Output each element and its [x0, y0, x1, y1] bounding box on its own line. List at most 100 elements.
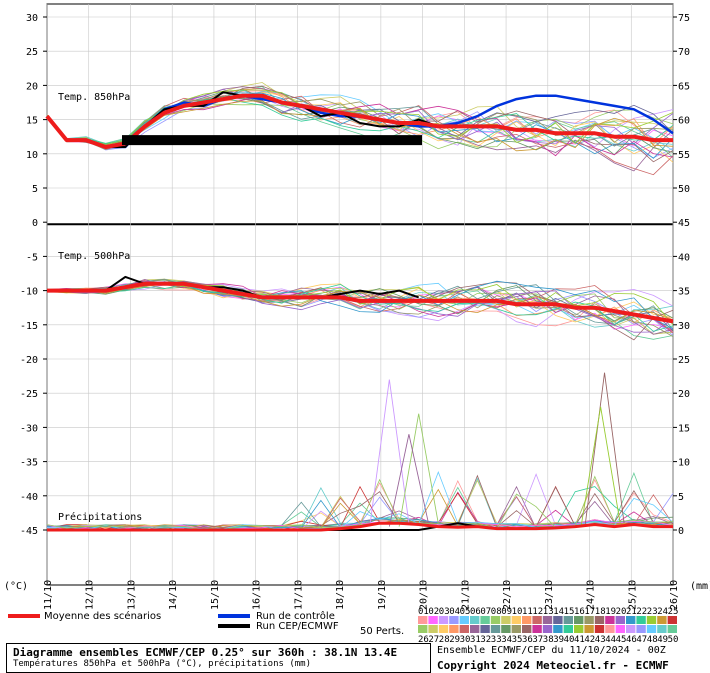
axis-ticks [43, 16, 677, 531]
left-tick-label: 5 [32, 184, 38, 195]
pert-number-bottom: 46 [626, 635, 637, 645]
date-tick-label: 16/10 [252, 580, 263, 610]
pert-number-top: 01 [418, 607, 429, 617]
left-tick-label: -10 [20, 287, 38, 298]
pert-swatch-top [667, 616, 677, 624]
pert-swatch-top [553, 616, 563, 624]
pert-swatch-bottom [428, 625, 438, 633]
pert-swatch-top [574, 616, 584, 624]
pert-number-top: 21 [626, 607, 637, 617]
legend-control-label: Run de contrôle [256, 610, 335, 622]
pert-number-top: 15 [564, 607, 575, 617]
pert-swatch-bottom [574, 625, 584, 633]
pert-swatch-top [563, 616, 573, 624]
chart-title: Diagramme ensembles ECMWF/CEP 0.25° sur … [13, 646, 398, 659]
pert-swatch-top [626, 616, 636, 624]
date-tick-label: 25/10 [627, 580, 638, 610]
pert-number-top: 08 [491, 607, 502, 617]
left-tick-label: -30 [20, 423, 38, 434]
pert-swatch-bottom [667, 625, 677, 633]
pert-swatch-bottom [542, 625, 553, 633]
pert-swatch-bottom [594, 625, 605, 633]
pert-number-top: 25 [668, 607, 679, 617]
pert-swatch-top [615, 616, 625, 624]
legend: Moyenne des scénarios Run de contrôle Ru… [8, 607, 678, 645]
pert-swatch-top [594, 616, 605, 624]
left-tick-label: 15 [26, 116, 38, 127]
pert-number-top: 02 [428, 607, 439, 617]
pert-swatch-bottom [605, 625, 615, 633]
copyright: Copyright 2024 Meteociel.fr - ECMWF [437, 659, 669, 672]
mean-500 [47, 281, 674, 324]
right-unit-label: (mm) [690, 581, 710, 592]
pert-swatch-top [542, 616, 553, 624]
pert-swatch-top [480, 616, 490, 624]
left-tick-label: -15 [20, 321, 38, 332]
cep-850-bar [122, 135, 422, 146]
left-tick-label: 10 [26, 150, 38, 161]
pert-number-bottom: 26 [418, 635, 429, 645]
date-tick-label: 26/10 [669, 580, 680, 610]
pert-swatch-top [428, 616, 438, 624]
pert-number-bottom: 48 [647, 635, 658, 645]
panel-label-precip: Précipitations [58, 511, 142, 523]
right-tick-label: 35 [678, 287, 690, 298]
pert-swatch-top [490, 616, 501, 624]
pert-number-top: 06 [470, 607, 481, 617]
pert-number-bottom: 45 [616, 635, 627, 645]
precip-spike [388, 434, 429, 527]
pert-number-top: 24 [657, 607, 668, 617]
right-tick-label: 55 [678, 150, 690, 161]
pert-number-top: 13 [543, 607, 554, 617]
pert-number-bottom: 39 [553, 635, 564, 645]
pert-swatch-bottom [636, 625, 646, 633]
legend-mean-label: Moyenne des scénarios [44, 610, 161, 622]
pert-number-top: 10 [512, 607, 523, 617]
date-tick-label: 24/10 [586, 580, 597, 610]
precip-spike [584, 372, 625, 527]
pert-number-bottom: 42 [584, 635, 595, 645]
pert-number-bottom: 28 [439, 635, 450, 645]
date-tick-label: 11/10 [43, 580, 54, 610]
pert-swatch-bottom [449, 625, 459, 633]
pert-swatch-top [501, 616, 511, 624]
right-tick-label: 15 [678, 423, 690, 434]
left-tick-label: -20 [20, 355, 38, 366]
pert-swatch-top [584, 616, 594, 624]
date-tick-label: 19/10 [377, 580, 388, 610]
right-tick-label: 75 [678, 13, 690, 24]
left-tick-label: -25 [20, 389, 38, 400]
left-tick-label: 0 [32, 218, 38, 229]
plot-frame [46, 3, 674, 586]
pert-swatch-top [470, 616, 480, 624]
pert-number-bottom: 50 [668, 635, 679, 645]
precip-spike [580, 406, 621, 527]
pert-swatch-top [449, 616, 459, 624]
mean-850 [45, 93, 673, 149]
pert-number-bottom: 34 [501, 635, 512, 645]
pert-number-top: 16 [574, 607, 585, 617]
left-unit-label: (°C) [4, 581, 28, 592]
date-tick-label: 13/10 [126, 580, 137, 610]
chart-subtitle: Températures 850hPa et 500hPa (°C), préc… [13, 659, 312, 669]
main-series [45, 91, 674, 532]
pert-swatch-top [522, 616, 532, 624]
date-tick-label: 23/10 [544, 580, 555, 610]
date-tick-label: 15/10 [210, 580, 221, 610]
pert-swatch-bottom [532, 625, 542, 633]
pert-number-bottom: 41 [574, 635, 585, 645]
pert-number-bottom: 43 [595, 635, 606, 645]
pert-number-bottom: 49 [657, 635, 668, 645]
legend-cep-label: Run CEP/ECMWF [256, 621, 339, 632]
pert-swatch-bottom [522, 625, 532, 633]
pert-swatch-bottom [490, 625, 501, 633]
pert-number-top: 12 [532, 607, 543, 617]
pert-number-top: 05 [460, 607, 471, 617]
pert-number-top: 09 [501, 607, 512, 617]
pert-swatch-bottom [553, 625, 563, 633]
pert-number-top: 19 [605, 607, 616, 617]
perturbation-line [46, 89, 674, 145]
right-tick-label: 70 [678, 47, 690, 58]
pert-swatch-bottom [563, 625, 573, 633]
